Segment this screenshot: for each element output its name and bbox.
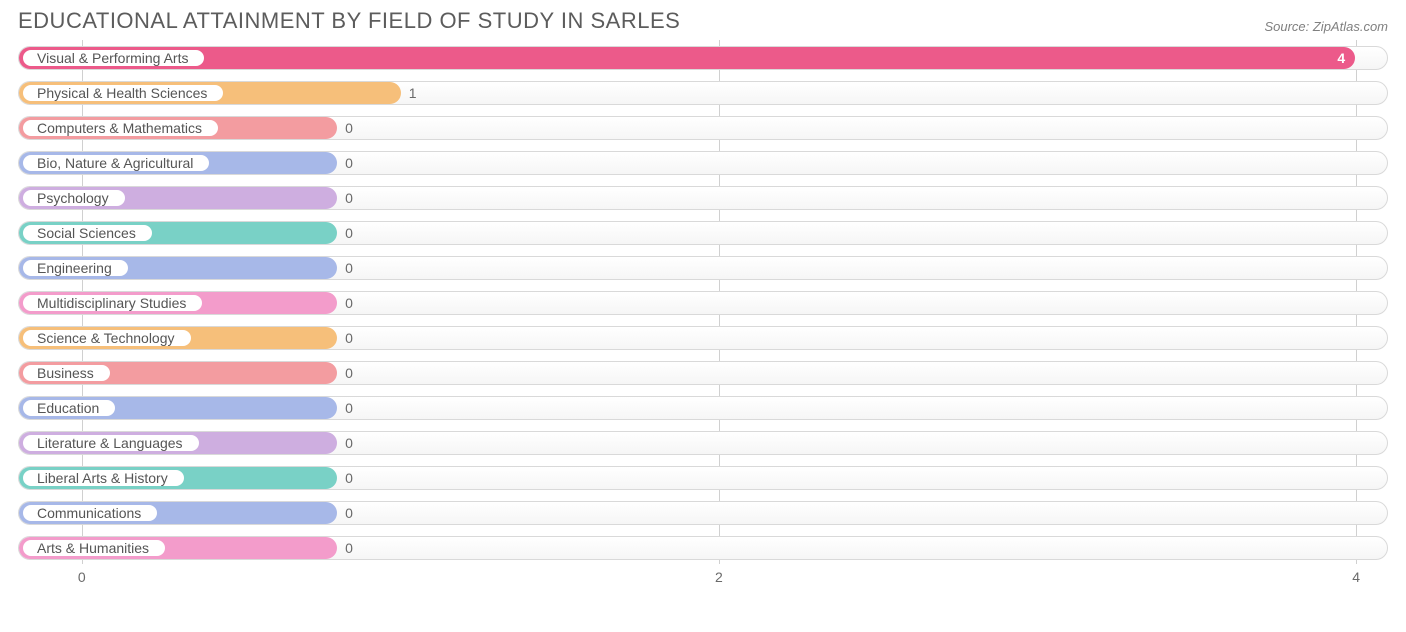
bar-track: Literature & Languages 0 [18,431,1388,455]
category-pill: Business [21,363,112,383]
bar-track: Business 0 [18,361,1388,385]
bar-value-label: 0 [345,365,353,381]
bar-row: Multidisciplinary Studies 0 [18,285,1388,320]
category-pill: Visual & Performing Arts [21,48,206,68]
category-pill: Engineering [21,258,130,278]
x-axis-tick-label: 2 [715,569,723,585]
bar-track: Social Sciences 0 [18,221,1388,245]
bar-row: 4 Visual & Performing Arts [18,40,1388,75]
bar-value-label: 0 [345,330,353,346]
chart-plot-area: 4 Visual & Performing Arts Physical & Heal… [18,40,1388,592]
bar-value-label: 0 [345,295,353,311]
category-pill: Communications [21,503,159,523]
category-pill: Bio, Nature & Agricultural [21,153,211,173]
bar-row: Psychology 0 [18,180,1388,215]
bar-row: Arts & Humanities 0 [18,530,1388,565]
bar-value-label: 0 [345,190,353,206]
category-pill: Social Sciences [21,223,154,243]
category-pill: Education [21,398,117,418]
category-pill: Science & Technology [21,328,193,348]
chart-container: 4 Visual & Performing Arts Physical & Heal… [0,40,1406,592]
bar-row: Literature & Languages 0 [18,425,1388,460]
bar-track: Science & Technology 0 [18,326,1388,350]
bar-value-label: 0 [345,225,353,241]
bar-value-label: 0 [345,400,353,416]
bar-fill: 4 [19,47,1355,69]
bar-track: Computers & Mathematics 0 [18,116,1388,140]
bar-track: Physical & Health Sciences 1 [18,81,1388,105]
chart-source: Source: ZipAtlas.com [1264,19,1388,34]
bar-row: Physical & Health Sciences 1 [18,75,1388,110]
bar-track: Bio, Nature & Agricultural 0 [18,151,1388,175]
bar-row: Communications 0 [18,495,1388,530]
bar-track: Arts & Humanities 0 [18,536,1388,560]
bar-track: Education 0 [18,396,1388,420]
bar-value-label: 0 [345,155,353,171]
bar-track: 4 Visual & Performing Arts [18,46,1388,70]
chart-title: EDUCATIONAL ATTAINMENT BY FIELD OF STUDY… [18,8,680,34]
bar-row: Business 0 [18,355,1388,390]
bar-row: Social Sciences 0 [18,215,1388,250]
bar-row: Computers & Mathematics 0 [18,110,1388,145]
bar-row: Engineering 0 [18,250,1388,285]
category-pill: Multidisciplinary Studies [21,293,204,313]
category-pill: Arts & Humanities [21,538,167,558]
bar-value-label: 0 [345,470,353,486]
bar-row: Bio, Nature & Agricultural 0 [18,145,1388,180]
bar-row: Liberal Arts & History 0 [18,460,1388,495]
bar-value-label: 0 [345,505,353,521]
category-pill: Computers & Mathematics [21,118,220,138]
category-pill: Psychology [21,188,127,208]
bar-row: Education 0 [18,390,1388,425]
x-axis-tick-label: 0 [78,569,86,585]
category-pill: Physical & Health Sciences [21,83,225,103]
bar-value-label: 0 [345,260,353,276]
bar-track: Liberal Arts & History 0 [18,466,1388,490]
bar-track: Multidisciplinary Studies 0 [18,291,1388,315]
category-pill: Liberal Arts & History [21,468,186,488]
x-axis-tick-label: 4 [1352,569,1360,585]
bar-track: Communications 0 [18,501,1388,525]
category-pill: Literature & Languages [21,433,201,453]
bar-value-label: 1 [409,85,417,101]
chart-header: EDUCATIONAL ATTAINMENT BY FIELD OF STUDY… [0,0,1406,40]
bar-track: Psychology 0 [18,186,1388,210]
bar-row: Science & Technology 0 [18,320,1388,355]
bar-value-label: 0 [345,435,353,451]
bar-value-label: 0 [345,540,353,556]
x-axis: 0 2 4 [18,565,1388,593]
bar-value-label: 0 [345,120,353,136]
bar-value-label: 4 [1337,50,1345,66]
bar-track: Engineering 0 [18,256,1388,280]
